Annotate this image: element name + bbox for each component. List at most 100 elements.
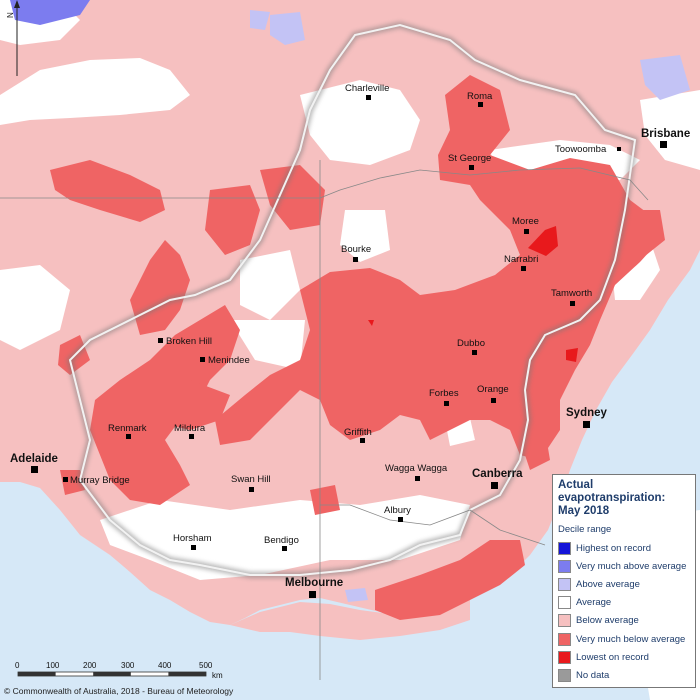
scale-tick-100: 100 (46, 661, 60, 670)
scale-tick-400: 400 (158, 661, 172, 670)
scale-tick-0: 0 (15, 661, 20, 670)
north-label: N (6, 12, 15, 18)
place-label-canberra: Canberra (472, 468, 523, 480)
place-marker (491, 398, 496, 403)
place-marker (617, 147, 621, 151)
legend-item: No data (558, 666, 690, 684)
place-marker (158, 338, 163, 343)
place-marker (398, 517, 403, 522)
place-label-griffith: Griffith (344, 427, 372, 438)
place-label-horsham: Horsham (173, 533, 212, 544)
legend-label: Below average (576, 615, 639, 627)
place-label-albury: Albury (384, 505, 411, 516)
place-label-toowoomba: Toowoomba (555, 144, 607, 155)
legend-item: Very much below average (558, 630, 690, 648)
place-label-charleville: Charleville (345, 83, 389, 94)
place-marker (189, 434, 194, 439)
legend-label: Highest on record (576, 542, 651, 554)
above-average-regions (250, 10, 690, 602)
map-legend: Actual evapotranspiration: May 2018 Deci… (552, 474, 696, 688)
legend-swatch (558, 577, 571, 591)
place-marker (309, 591, 316, 598)
southern-coast-land (230, 600, 470, 640)
place-label-wagga-wagga: Wagga Wagga (385, 463, 448, 474)
legend-swatch (558, 541, 571, 555)
place-label-renmark: Renmark (108, 423, 147, 434)
place-marker (200, 357, 205, 362)
legend-item: Lowest on record (558, 648, 690, 666)
place-marker (524, 229, 529, 234)
place-label-narrabri: Narrabri (504, 254, 538, 265)
legend-swatch (558, 668, 571, 682)
state-boundaries (0, 160, 649, 680)
place-label-swan-hill: Swan Hill (231, 474, 271, 485)
place-label-st-george: St George (448, 153, 491, 164)
place-marker (660, 141, 667, 148)
places-layer: Charleville Roma Brisbane Toowoomba St G… (10, 83, 690, 598)
very-much-above-average-regions (10, 0, 90, 25)
place-marker (415, 476, 420, 481)
place-marker (63, 477, 68, 482)
place-marker (366, 95, 371, 100)
place-marker (31, 466, 38, 473)
scale-tick-200: 200 (83, 661, 97, 670)
place-marker (444, 401, 449, 406)
legend-label: Very much above average (576, 560, 687, 572)
legend-item: Above average (558, 575, 690, 593)
legend-item: Average (558, 594, 690, 612)
place-label-broken-hill: Broken Hill (166, 336, 212, 347)
place-label-roma: Roma (467, 91, 493, 102)
place-marker (360, 438, 365, 443)
place-label-sydney: Sydney (566, 407, 608, 419)
place-label-orange: Orange (477, 384, 509, 395)
place-label-tamworth: Tamworth (551, 288, 592, 299)
very-much-below-average-regions (50, 75, 665, 620)
place-marker (126, 434, 131, 439)
place-label-moree: Moree (512, 216, 539, 227)
place-label-forbes: Forbes (429, 388, 459, 399)
legend-title: Actual evapotranspiration: May 2018 (558, 479, 666, 517)
scale-tick-500: 500 (199, 661, 213, 670)
legend-swatch (558, 559, 571, 573)
legend-label: Above average (576, 578, 640, 590)
legend-swatch (558, 650, 571, 664)
lowest-on-record-regions (368, 226, 578, 362)
copyright-credit: © Commonwealth of Australia, 2018 - Bure… (4, 686, 234, 696)
place-marker (478, 102, 483, 107)
place-label-dubbo: Dubbo (457, 338, 485, 349)
place-marker (353, 257, 358, 262)
legend-label: Average (576, 597, 612, 609)
legend-swatch (558, 632, 571, 646)
legend-item: Highest on record (558, 539, 690, 557)
legend-item: Below average (558, 612, 690, 630)
legend-swatch (558, 614, 571, 628)
place-label-menindee: Menindee (208, 355, 250, 366)
place-marker (491, 482, 498, 489)
place-label-melbourne: Melbourne (285, 577, 343, 589)
place-marker (249, 487, 254, 492)
scale-unit: km (212, 671, 223, 680)
legend-label: Lowest on record (576, 651, 649, 663)
scale-bar: 0 100 200 300 400 500 km (15, 661, 223, 680)
place-label-adelaide: Adelaide (10, 453, 58, 465)
place-marker (521, 266, 526, 271)
legend-subtitle: Decile range (558, 524, 612, 535)
place-marker (472, 350, 477, 355)
place-marker (191, 545, 196, 550)
place-marker (282, 546, 287, 551)
scale-tick-300: 300 (121, 661, 135, 670)
place-label-mildura: Mildura (174, 423, 206, 434)
north-arrow (14, 0, 20, 76)
place-label-brisbane: Brisbane (641, 128, 690, 140)
legend-label: Very much below average (576, 633, 686, 645)
legend-items: Highest on record Very much above averag… (558, 539, 690, 685)
legend-label: No data (576, 669, 610, 681)
legend-item: Very much above average (558, 557, 690, 575)
place-marker (469, 165, 474, 170)
basin-boundary (68, 23, 637, 576)
legend-swatch (558, 596, 571, 610)
place-label-bendigo: Bendigo (264, 535, 299, 546)
place-marker (583, 421, 590, 428)
place-label-murray-bridge: Murray Bridge (70, 475, 130, 486)
